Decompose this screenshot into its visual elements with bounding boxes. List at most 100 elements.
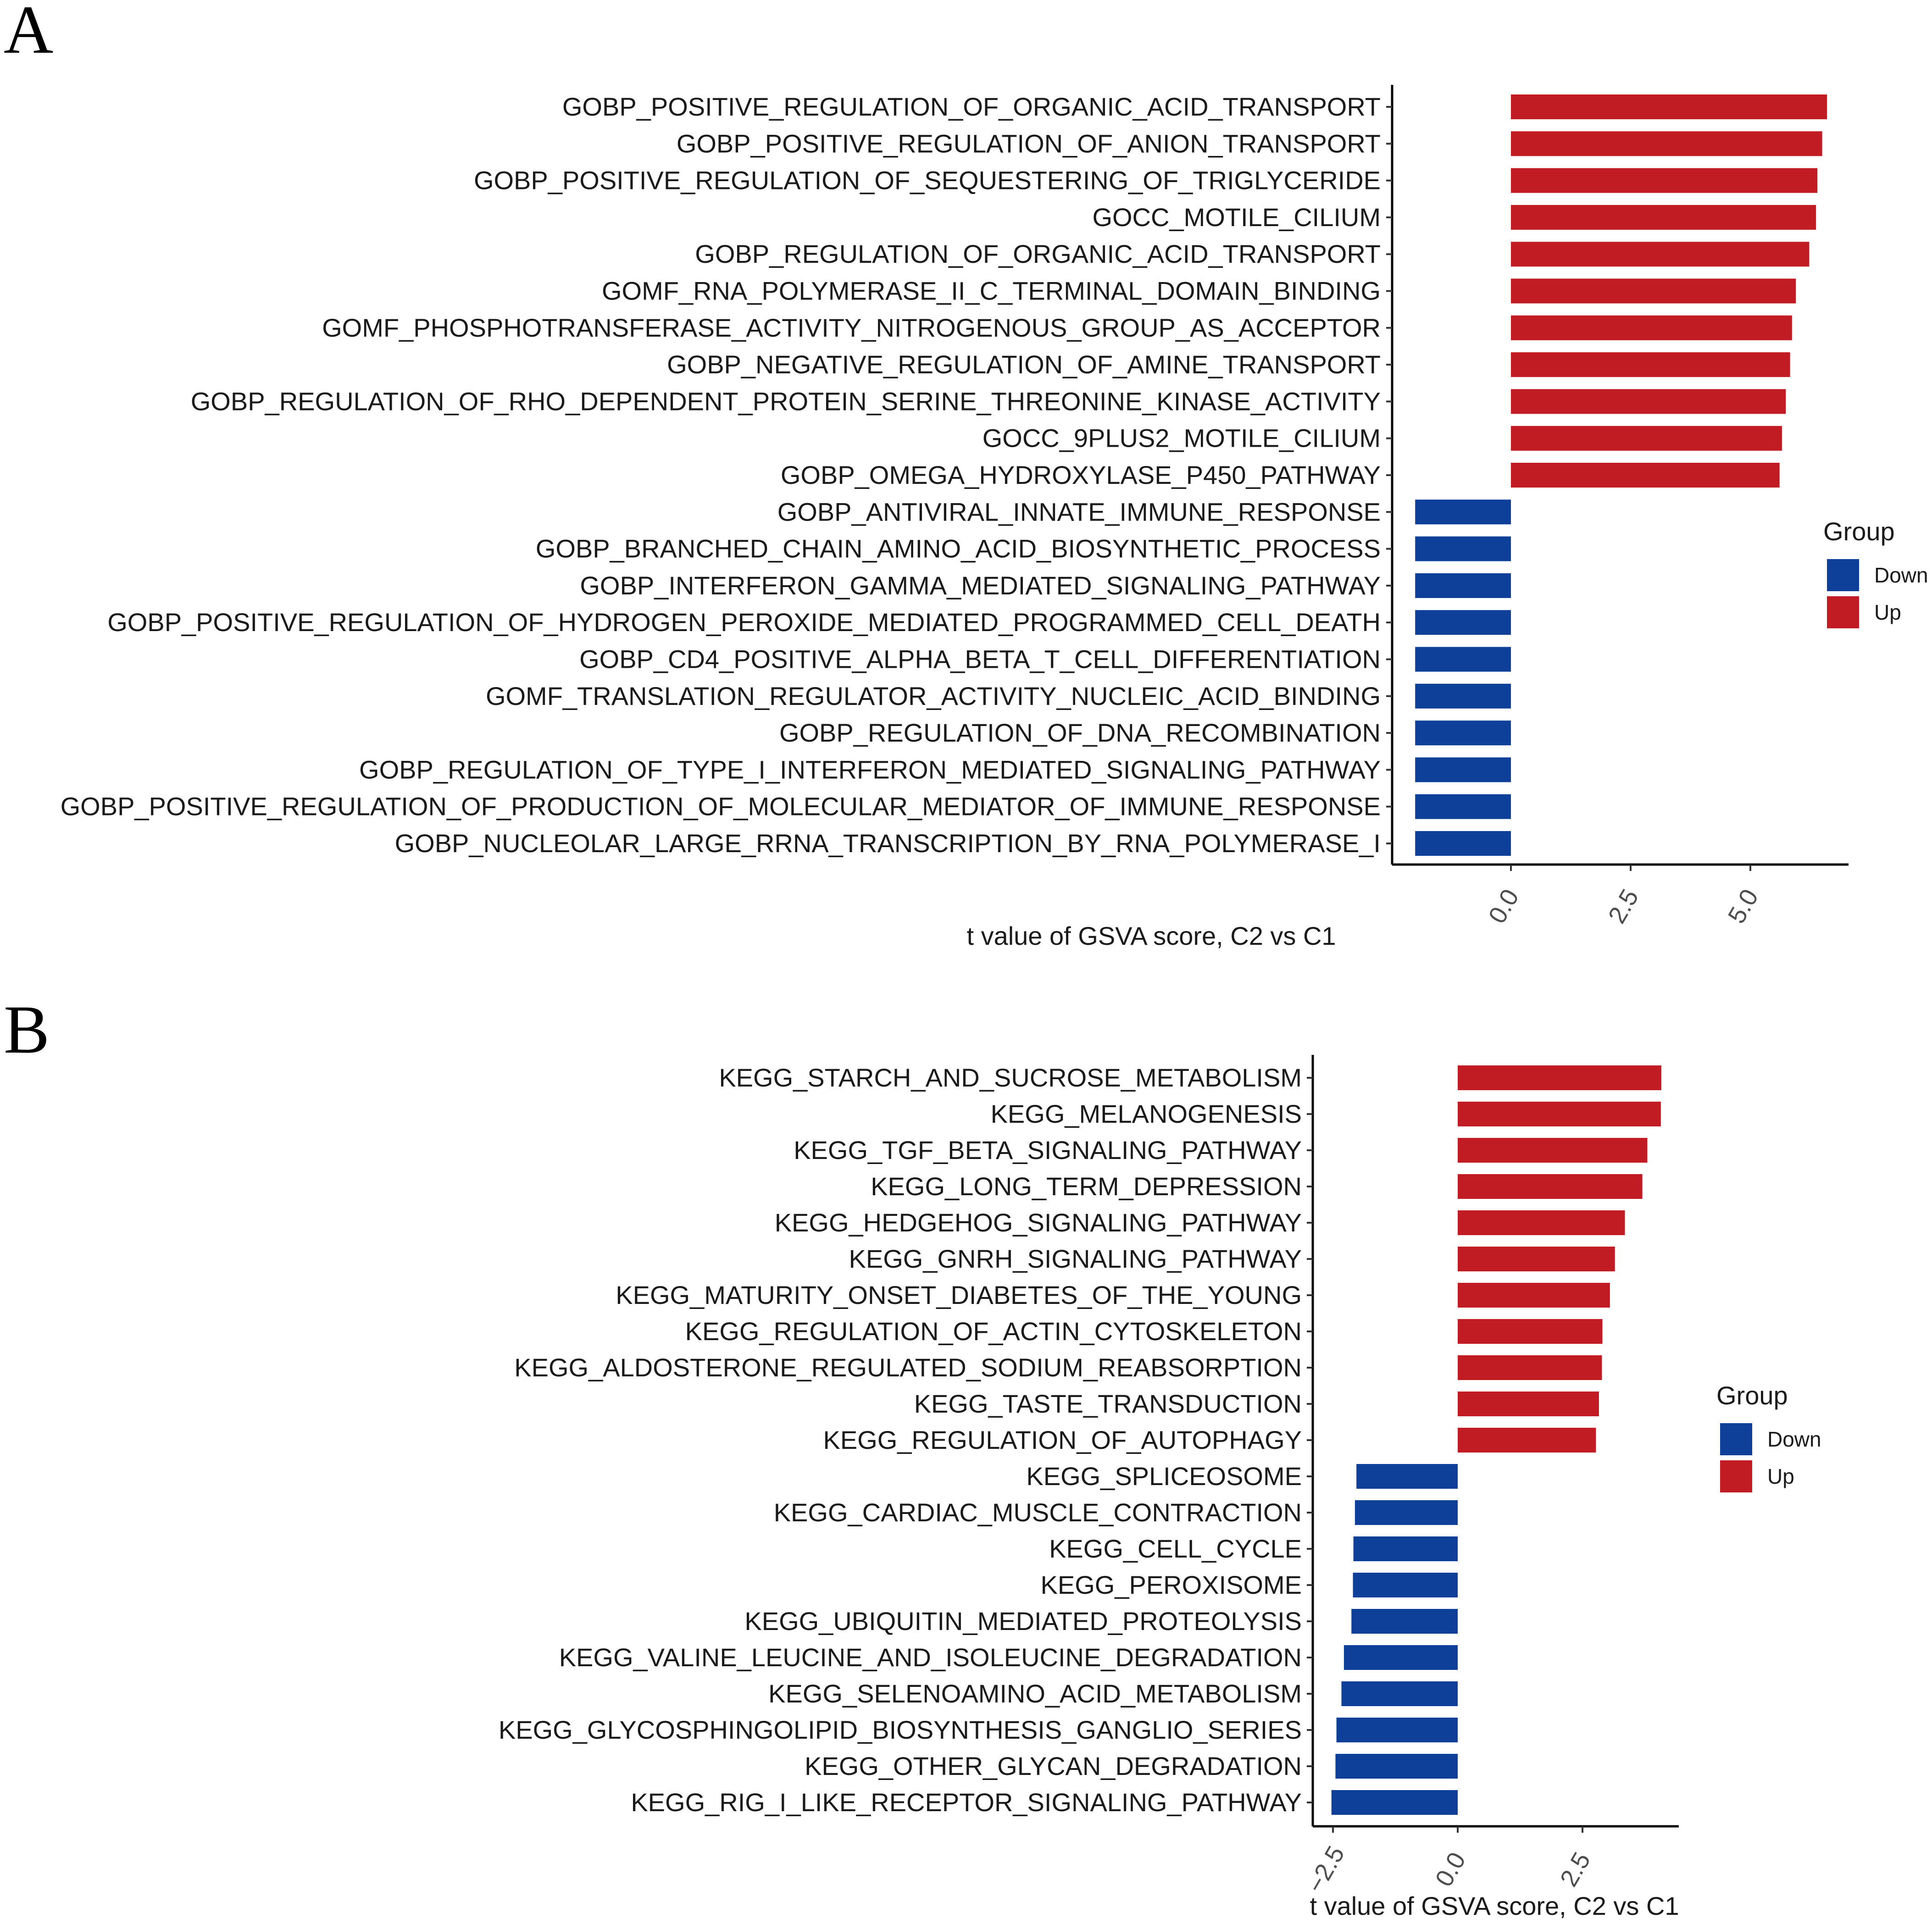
legend-label-down-a: Down	[1874, 563, 1928, 587]
legend-b: Group Down Up	[1716, 1381, 1821, 1492]
bar-b-15	[1353, 1573, 1458, 1597]
bar-a-20	[1415, 794, 1511, 819]
bar-b-3	[1458, 1138, 1648, 1163]
bar-a-12	[1415, 499, 1511, 525]
legend-label-up-b: Up	[1767, 1464, 1794, 1488]
bar-a-18	[1415, 721, 1511, 746]
category-label-b-3: KEGG_TGF_BETA_SIGNALING_PATHWAY	[794, 1136, 1302, 1164]
bar-b-9	[1458, 1355, 1602, 1380]
bar-b-19	[1336, 1718, 1458, 1742]
bar-a-11	[1511, 463, 1780, 488]
category-label-b-1: KEGG_STARCH_AND_SUCROSE_METABOLISM	[719, 1063, 1302, 1092]
category-label-a-16: GOBP_CD4_POSITIVE_ALPHA_BETA_T_CELL_DIFF…	[579, 645, 1381, 674]
category-label-a-14: GOBP_INTERFERON_GAMMA_MEDIATED_SIGNALING…	[580, 571, 1381, 600]
category-label-a-20: GOBP_POSITIVE_REGULATION_OF_PRODUCTION_O…	[61, 792, 1381, 821]
bar-a-3	[1511, 168, 1818, 193]
bar-b-4	[1458, 1174, 1643, 1199]
bar-b-20	[1335, 1754, 1458, 1779]
x-tick-label-b-3: 2.5	[1555, 1847, 1596, 1891]
bar-b-12	[1356, 1464, 1458, 1489]
bar-a-7	[1511, 315, 1792, 340]
bar-b-2	[1458, 1102, 1661, 1126]
category-label-a-19: GOBP_REGULATION_OF_TYPE_I_INTERFERON_MED…	[359, 755, 1381, 784]
bar-b-5	[1458, 1210, 1625, 1235]
category-label-b-10: KEGG_TASTE_TRANSDUCTION	[914, 1389, 1302, 1418]
x-tick-label-b-2: 0.0	[1430, 1847, 1471, 1891]
category-label-b-19: KEGG_GLYCOSPHINGOLIPID_BIOSYNTHESIS_GANG…	[499, 1715, 1302, 1744]
bar-a-15	[1415, 610, 1511, 635]
bar-a-8	[1511, 352, 1790, 377]
legend-swatch-up-a	[1827, 596, 1859, 628]
category-label-b-21: KEGG_RIG_I_LIKE_RECEPTOR_SIGNALING_PATHW…	[631, 1788, 1302, 1817]
category-label-a-1: GOBP_POSITIVE_REGULATION_OF_ORGANIC_ACID…	[562, 92, 1381, 121]
bar-a-16	[1415, 647, 1511, 672]
bar-b-8	[1458, 1319, 1603, 1344]
bar-a-2	[1511, 131, 1822, 156]
legend-label-up-a: Up	[1874, 600, 1901, 624]
bar-a-17	[1415, 683, 1511, 709]
legend-swatch-down-b	[1720, 1423, 1752, 1455]
x-tick-label-a-1: 0.0	[1483, 884, 1525, 928]
panel-letter-a: A	[4, 0, 53, 68]
category-label-b-11: KEGG_REGULATION_OF_AUTOPHAGY	[823, 1425, 1302, 1454]
bar-a-10	[1511, 426, 1782, 451]
x-tick-label-a-2: 2.5	[1603, 884, 1644, 928]
category-label-b-8: KEGG_REGULATION_OF_ACTIN_CYTOSKELETON	[685, 1317, 1302, 1346]
bar-a-5	[1511, 242, 1810, 267]
bar-a-21	[1415, 831, 1511, 856]
category-label-b-7: KEGG_MATURITY_ONSET_DIABETES_OF_THE_YOUN…	[616, 1281, 1302, 1309]
category-label-a-15: GOBP_POSITIVE_REGULATION_OF_HYDROGEN_PER…	[107, 608, 1381, 637]
category-label-b-6: KEGG_GNRH_SIGNALING_PATHWAY	[849, 1244, 1302, 1273]
category-label-a-2: GOBP_POSITIVE_REGULATION_OF_ANION_TRANSP…	[677, 129, 1381, 158]
x-tick-label-a-3: 5.0	[1723, 884, 1764, 928]
bar-b-21	[1331, 1790, 1458, 1815]
bar-a-6	[1511, 278, 1796, 304]
x-tick-label-b-1: −2.5	[1302, 1841, 1350, 1897]
category-label-a-5: GOBP_REGULATION_OF_ORGANIC_ACID_TRANSPOR…	[695, 239, 1381, 268]
category-label-b-14: KEGG_CELL_CYCLE	[1049, 1534, 1302, 1563]
legend-swatch-up-b	[1720, 1460, 1752, 1492]
category-label-b-17: KEGG_VALINE_LEUCINE_AND_ISOLEUCINE_DEGRA…	[559, 1643, 1302, 1672]
x-axis-title-b: t value of GSVA score, C2 vs C1	[1310, 1891, 1679, 1920]
category-label-a-8: GOBP_NEGATIVE_REGULATION_OF_AMINE_TRANSP…	[667, 350, 1381, 379]
bar-b-18	[1341, 1681, 1458, 1706]
category-label-a-9: GOBP_REGULATION_OF_RHO_DEPENDENT_PROTEIN…	[191, 387, 1381, 416]
category-label-a-4: GOCC_MOTILE_CILIUM	[1092, 203, 1381, 232]
category-label-b-12: KEGG_SPLICEOSOME	[1026, 1462, 1302, 1491]
bar-a-4	[1511, 205, 1816, 230]
panel-b: B Group Down Up KEGG_STARCH_AND_SUCROSE_…	[4, 992, 1821, 1920]
category-label-b-9: KEGG_ALDOSTERONE_REGULATED_SODIUM_REABSO…	[514, 1353, 1302, 1382]
bar-b-6	[1458, 1247, 1615, 1271]
category-label-a-12: GOBP_ANTIVIRAL_INNATE_IMMUNE_RESPONSE	[777, 497, 1381, 526]
category-label-a-17: GOMF_TRANSLATION_REGULATOR_ACTIVITY_NUCL…	[486, 682, 1381, 710]
legend-a: Group Down Up	[1823, 517, 1928, 628]
x-axis-title-a: t value of GSVA score, C2 vs C1	[966, 921, 1336, 950]
bar-b-14	[1353, 1536, 1458, 1561]
category-label-a-18: GOBP_REGULATION_OF_DNA_RECOMBINATION	[779, 718, 1381, 747]
category-label-b-15: KEGG_PEROXISOME	[1041, 1570, 1302, 1599]
category-label-b-4: KEGG_LONG_TERM_DEPRESSION	[871, 1172, 1302, 1201]
legend-label-down-b: Down	[1767, 1427, 1821, 1451]
bar-a-13	[1415, 536, 1511, 561]
category-label-b-5: KEGG_HEDGEHOG_SIGNALING_PATHWAY	[775, 1208, 1302, 1237]
legend-swatch-down-a	[1827, 559, 1859, 591]
category-label-a-6: GOMF_RNA_POLYMERASE_II_C_TERMINAL_DOMAIN…	[602, 277, 1381, 305]
bar-a-14	[1415, 573, 1511, 598]
category-label-b-2: KEGG_MELANOGENESIS	[991, 1099, 1302, 1128]
bar-a-1	[1511, 94, 1827, 119]
bar-b-17	[1344, 1645, 1458, 1670]
category-label-a-13: GOBP_BRANCHED_CHAIN_AMINO_ACID_BIOSYNTHE…	[536, 534, 1381, 563]
bar-b-13	[1355, 1500, 1458, 1525]
bar-b-7	[1458, 1283, 1610, 1308]
bar-b-1	[1458, 1065, 1661, 1090]
category-label-a-3: GOBP_POSITIVE_REGULATION_OF_SEQUESTERING…	[474, 166, 1381, 195]
bar-a-19	[1415, 757, 1511, 782]
category-label-a-10: GOCC_9PLUS2_MOTILE_CILIUM	[983, 424, 1381, 453]
category-label-b-16: KEGG_UBIQUITIN_MEDIATED_PROTEOLYSIS	[744, 1607, 1302, 1636]
panel-letter-b: B	[4, 992, 50, 1068]
category-label-a-11: GOBP_OMEGA_HYDROXYLASE_P450_PATHWAY	[781, 460, 1381, 489]
category-label-a-7: GOMF_PHOSPHOTRANSFERASE_ACTIVITY_NITROGE…	[322, 313, 1381, 342]
category-label-b-13: KEGG_CARDIAC_MUSCLE_CONTRACTION	[774, 1498, 1302, 1527]
legend-title-b: Group	[1716, 1381, 1788, 1410]
